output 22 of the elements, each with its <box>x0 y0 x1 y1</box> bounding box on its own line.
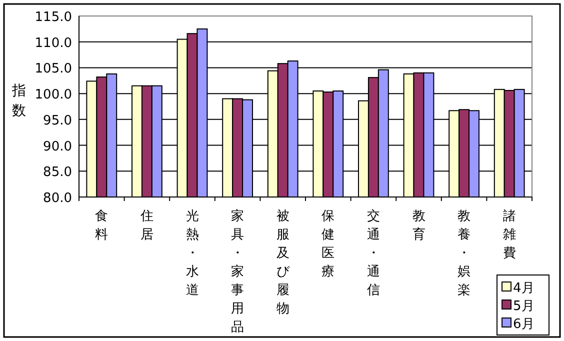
y-tick-label: 100.0 <box>34 88 72 103</box>
y-tick-label: 85.0 <box>43 165 72 180</box>
x-tick-label: 交通・通信 <box>366 208 380 298</box>
legend-label: 4月 <box>513 281 534 296</box>
x-tick-label: 光熱・水道 <box>186 209 199 298</box>
legend-label: 5月 <box>513 299 534 314</box>
x-tick-label: 保健医療 <box>322 209 335 280</box>
x-tick-label: 諸雑費 <box>502 209 516 261</box>
y-tick-label: 115.0 <box>34 10 72 25</box>
y-tick-label: 95.0 <box>43 113 72 128</box>
x-tick-label: 住居 <box>139 209 154 242</box>
x-tick-label: 教育 <box>412 209 426 242</box>
y-tick-label: 90.0 <box>43 139 72 154</box>
x-tick-label: 被服及び履物 <box>276 209 290 316</box>
x-tick-label: 食料 <box>95 209 108 242</box>
y-axis-title: 指数 <box>11 83 26 119</box>
y-tick-label: 105.0 <box>34 62 72 77</box>
y-tick-label: 110.0 <box>34 36 72 51</box>
x-tick-label: 教養・娯楽 <box>458 209 471 298</box>
x-tick-label: 家具・家事用品 <box>231 208 244 335</box>
legend-label: 6月 <box>513 317 534 332</box>
y-tick-label: 80.0 <box>43 191 72 206</box>
